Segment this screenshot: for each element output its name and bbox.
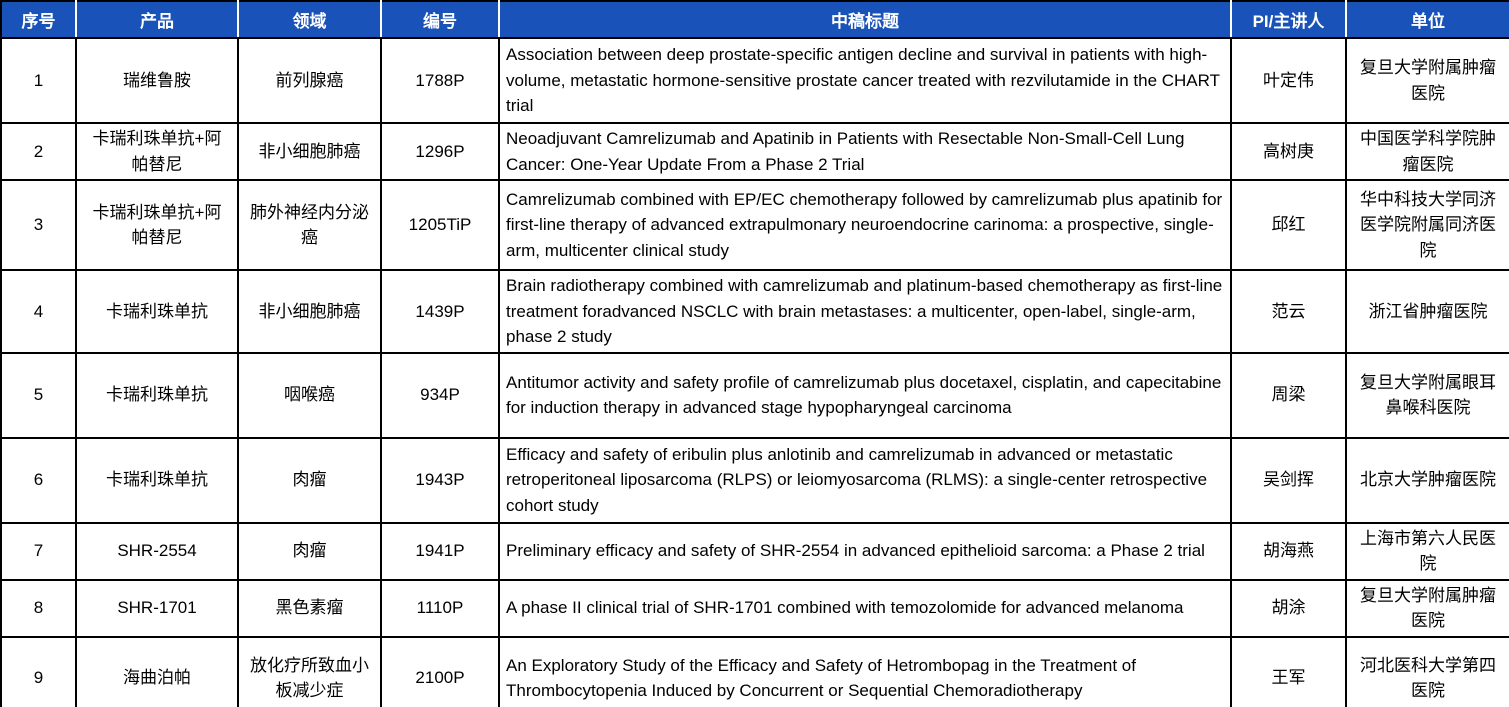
cell-code: 1110P: [380, 578, 500, 638]
cell-field: 肉瘤: [237, 436, 382, 524]
cell-org: 复旦大学附属肿瘤医院: [1345, 37, 1509, 124]
cell-title: A phase II clinical trial of SHR-1701 co…: [498, 578, 1232, 638]
table-row: 9 海曲泊帕 放化疗所致血小板减少症 2100P An Exploratory Stud…: [0, 635, 1509, 707]
cell-field: 咽喉癌: [237, 351, 382, 439]
cell-title: Neoadjuvant Camrelizumab and Apatinib in…: [498, 122, 1232, 181]
column-header-pi: PI/主讲人: [1230, 1, 1346, 39]
cell-code: 1296P: [380, 122, 500, 181]
cell-index: 2: [0, 122, 77, 181]
cell-pi: 叶定伟: [1230, 37, 1347, 124]
table-row: 6 卡瑞利珠单抗 肉瘤 1943P Efficacy and safety of eri…: [0, 436, 1509, 524]
table-row: 8 SHR-1701 黑色素瘤 1110P A phase II clinical tr…: [0, 578, 1509, 638]
cell-code: 1205TiP: [380, 179, 500, 271]
cell-index: 9: [0, 635, 77, 707]
cell-index: 4: [0, 269, 77, 354]
cell-code: 934P: [380, 351, 500, 439]
cell-org: 中国医学科学院肿瘤医院: [1345, 122, 1509, 181]
cell-field: 非小细胞肺癌: [237, 269, 382, 354]
cell-field: 放化疗所致血小板减少症: [237, 635, 382, 707]
cell-code: 1788P: [380, 37, 500, 124]
cell-code: 1439P: [380, 269, 500, 354]
cell-org: 北京大学肿瘤医院: [1345, 436, 1509, 524]
cell-code: 1941P: [380, 521, 500, 581]
column-header-code: 编号: [380, 1, 499, 39]
cell-index: 1: [0, 37, 77, 124]
cell-code: 2100P: [380, 635, 500, 707]
cell-field: 肺外神经内分泌癌: [237, 179, 382, 271]
cell-org: 复旦大学附属肿瘤医院: [1345, 578, 1509, 638]
cell-field: 黑色素瘤: [237, 578, 382, 638]
table-row: 5 卡瑞利珠单抗 咽喉癌 934P Antitumor activity and saf…: [0, 351, 1509, 439]
column-header-title: 中稿标题: [498, 1, 1231, 39]
table-row: 3 卡瑞利珠单抗+阿帕替尼 肺外神经内分泌癌 1205TiP Camrelizumab …: [0, 179, 1509, 271]
cell-org: 华中科技大学同济医学院附属同济医院: [1345, 179, 1509, 271]
cell-product: SHR-1701: [75, 578, 239, 638]
cell-product: 海曲泊帕: [75, 635, 239, 707]
cell-pi: 胡海燕: [1230, 521, 1347, 581]
table-header: 序号 产品 领域 编号 中稿标题 PI/主讲人 单位: [1, 1, 1509, 39]
cell-product: 卡瑞利珠单抗+阿帕替尼: [75, 179, 239, 271]
column-header-index: 序号: [1, 1, 76, 39]
cell-field: 肉瘤: [237, 521, 382, 581]
cell-pi: 范云: [1230, 269, 1347, 354]
cell-field: 前列腺癌: [237, 37, 382, 124]
cell-org: 浙江省肿瘤医院: [1345, 269, 1509, 354]
cell-index: 5: [0, 351, 77, 439]
cell-title: An Exploratory Study of the Efficacy and…: [498, 635, 1232, 707]
cell-product: 卡瑞利珠单抗: [75, 436, 239, 524]
table-row: 4 卡瑞利珠单抗 非小细胞肺癌 1439P Brain radiotherapy com…: [0, 269, 1509, 354]
cell-product: 瑞维鲁胺: [75, 37, 239, 124]
cell-pi: 邱红: [1230, 179, 1347, 271]
cell-title: Preliminary efficacy and safety of SHR-2…: [498, 521, 1232, 581]
cell-field: 非小细胞肺癌: [237, 122, 382, 181]
cell-index: 8: [0, 578, 77, 638]
cell-pi: 王军: [1230, 635, 1347, 707]
cell-org: 河北医科大学第四医院: [1345, 635, 1509, 707]
cell-index: 3: [0, 179, 77, 271]
cell-index: 6: [0, 436, 77, 524]
table-body: 1 瑞维鲁胺 前列腺癌 1788P Association between deep p…: [0, 37, 1509, 707]
table-row: 2 卡瑞利珠单抗+阿帕替尼 非小细胞肺癌 1296P Neoadjuvant Camre…: [0, 122, 1509, 181]
cell-pi: 高树庚: [1230, 122, 1347, 181]
cell-title: Brain radiotherapy combined with camreli…: [498, 269, 1232, 354]
cell-product: 卡瑞利珠单抗: [75, 269, 239, 354]
table-row: 7 SHR-2554 肉瘤 1941P Preliminary efficacy and…: [0, 521, 1509, 581]
cell-org: 上海市第六人民医院: [1345, 521, 1509, 581]
cell-title: Antitumor activity and safety profile of…: [498, 351, 1232, 439]
cell-org: 复旦大学附属眼耳鼻喉科医院: [1345, 351, 1509, 439]
table-row: 1 瑞维鲁胺 前列腺癌 1788P Association between deep p…: [0, 37, 1509, 124]
cell-product: 卡瑞利珠单抗: [75, 351, 239, 439]
cell-pi: 胡涂: [1230, 578, 1347, 638]
cell-code: 1943P: [380, 436, 500, 524]
cell-index: 7: [0, 521, 77, 581]
cell-title: Association between deep prostate-specif…: [498, 37, 1232, 124]
cell-title: Efficacy and safety of eribulin plus anl…: [498, 436, 1232, 524]
cell-product: SHR-2554: [75, 521, 239, 581]
column-header-field: 领域: [237, 1, 381, 39]
cell-pi: 周梁: [1230, 351, 1347, 439]
cell-product: 卡瑞利珠单抗+阿帕替尼: [75, 122, 239, 181]
column-header-product: 产品: [75, 1, 238, 39]
cell-pi: 吴剑挥: [1230, 436, 1347, 524]
cell-title: Camrelizumab combined with EP/EC chemoth…: [498, 179, 1232, 271]
column-header-org: 单位: [1345, 1, 1509, 39]
header-row: 序号 产品 领域 编号 中稿标题 PI/主讲人 单位: [1, 1, 1509, 39]
